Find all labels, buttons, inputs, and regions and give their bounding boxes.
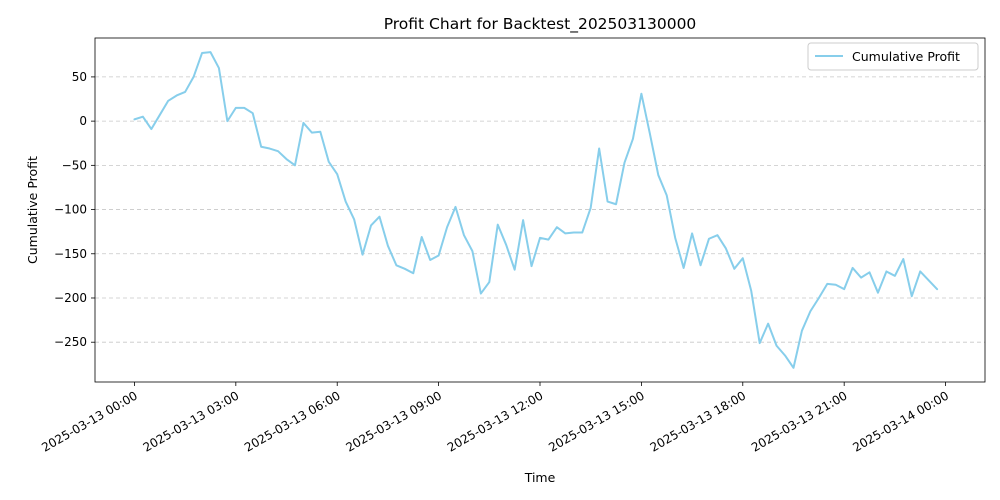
x-axis-label: Time bbox=[524, 470, 556, 485]
x-tick-label: 2025-03-14 00:00 bbox=[850, 388, 951, 454]
legend-frame bbox=[807, 42, 979, 71]
x-tick-label: 2025-03-13 00:00 bbox=[39, 388, 140, 454]
x-tick-label: 2025-03-13 21:00 bbox=[749, 388, 850, 454]
y-axis: 50 0 −50 −100 −150 −200 −250 bbox=[54, 70, 95, 349]
x-tick-label: 2025-03-13 09:00 bbox=[343, 388, 444, 454]
y-tick-label: −200 bbox=[54, 291, 87, 305]
y-tick-label: 50 bbox=[72, 70, 87, 84]
y-tick-label: 0 bbox=[79, 114, 87, 128]
y-tick-label: −150 bbox=[54, 247, 87, 261]
x-tick-label: 2025-03-13 18:00 bbox=[648, 388, 749, 454]
legend-label: Cumulative Profit bbox=[852, 49, 960, 64]
x-tick-label: 2025-03-13 12:00 bbox=[445, 388, 546, 454]
legend: Cumulative Profit bbox=[807, 42, 979, 71]
y-tick-label: −100 bbox=[54, 203, 87, 217]
plot-frame bbox=[94, 37, 986, 383]
x-tick-label: 2025-03-13 03:00 bbox=[141, 388, 242, 454]
y-tick-label: −50 bbox=[62, 158, 87, 172]
y-axis-label: Cumulative Profit bbox=[25, 156, 40, 264]
x-axis: 2025-03-13 00:00 2025-03-13 03:00 2025-03-… bbox=[39, 382, 951, 455]
cumulative-profit-line bbox=[133, 51, 939, 369]
grid-lines bbox=[95, 76, 985, 343]
x-tick-label: 2025-03-13 06:00 bbox=[242, 388, 343, 454]
chart-title: Profit Chart for Backtest_202503130000 bbox=[384, 15, 697, 34]
y-tick-label: −250 bbox=[54, 335, 87, 349]
x-tick-label: 2025-03-13 15:00 bbox=[546, 388, 647, 454]
series-layer bbox=[133, 51, 939, 369]
